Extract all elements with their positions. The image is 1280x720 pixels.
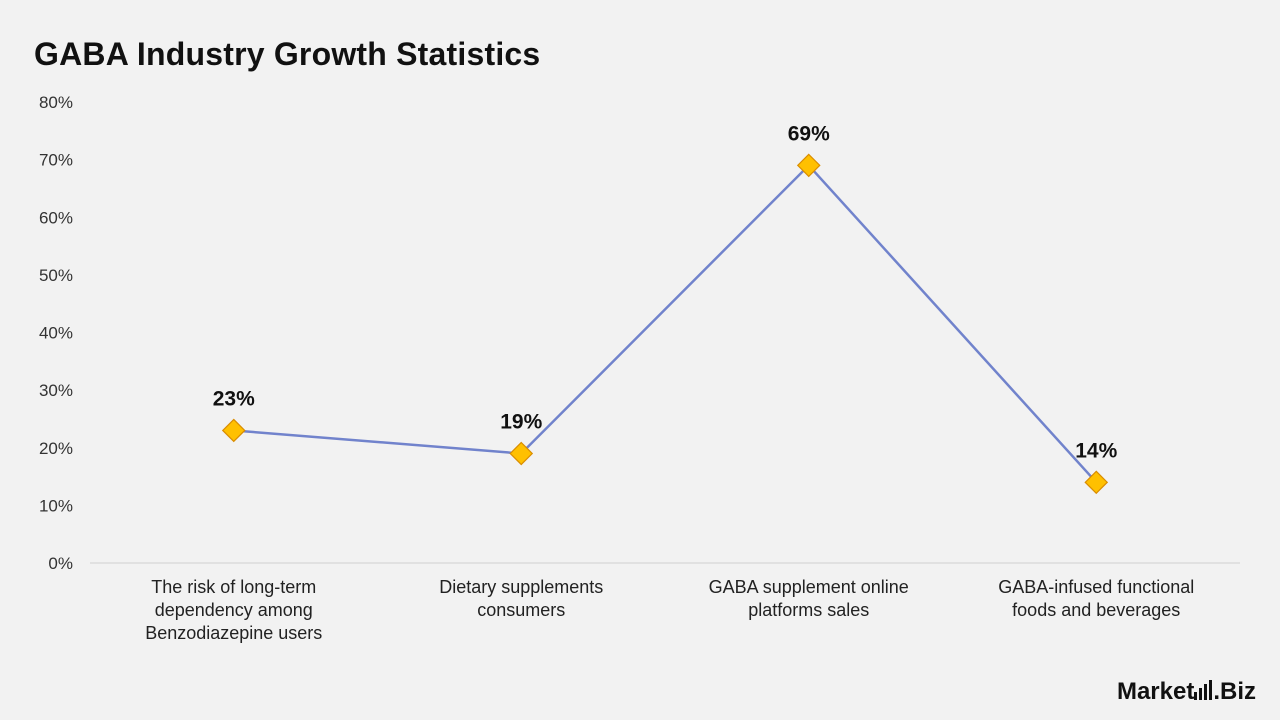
x-axis: The risk of long-term dependency among Ben…: [145, 577, 1194, 643]
series-line: [233, 163, 1098, 484]
brand-name-left: Market: [1116, 678, 1195, 705]
category-label: dependency among: [155, 600, 313, 620]
category-label: consumers: [477, 600, 565, 620]
category-label: The risk of long-term: [151, 577, 316, 597]
y-axis: 0% 10% 20% 30% 40% 50% 60% 70% 80%: [39, 93, 73, 573]
data-point-marker: [796, 153, 821, 178]
brand-logo: Market .Biz: [1117, 678, 1256, 706]
category-label: Benzodiazepine users: [145, 623, 322, 643]
data-label: 23%: [213, 387, 255, 410]
category-label: GABA supplement online: [709, 577, 909, 597]
data-point-marker: [221, 418, 246, 443]
bars-icon: [1194, 680, 1213, 700]
category-label: GABA-infused functional: [998, 577, 1194, 597]
y-tick-label: 10%: [39, 496, 73, 515]
data-label: 19%: [500, 411, 542, 434]
markers: [221, 153, 1109, 495]
y-tick-label: 70%: [39, 151, 73, 170]
data-labels: 23% 19% 69% 14%: [213, 122, 1118, 462]
data-point-marker: [509, 441, 534, 466]
brand-name-right: .Biz: [1213, 678, 1256, 705]
data-label: 69%: [788, 122, 830, 145]
category-label: platforms sales: [748, 600, 869, 620]
y-tick-label: 40%: [39, 324, 73, 343]
data-point-marker: [1084, 470, 1109, 495]
data-label: 14%: [1075, 439, 1117, 462]
y-tick-label: 80%: [39, 93, 73, 112]
y-tick-label: 30%: [39, 381, 73, 400]
category-label: foods and beverages: [1012, 600, 1180, 620]
chart-title: GABA Industry Growth Statistics: [34, 36, 541, 72]
category-label: Dietary supplements: [439, 577, 603, 597]
y-tick-label: 0%: [48, 554, 73, 573]
y-tick-label: 60%: [39, 208, 73, 227]
y-tick-label: 50%: [39, 266, 73, 285]
y-tick-label: 20%: [39, 439, 73, 458]
